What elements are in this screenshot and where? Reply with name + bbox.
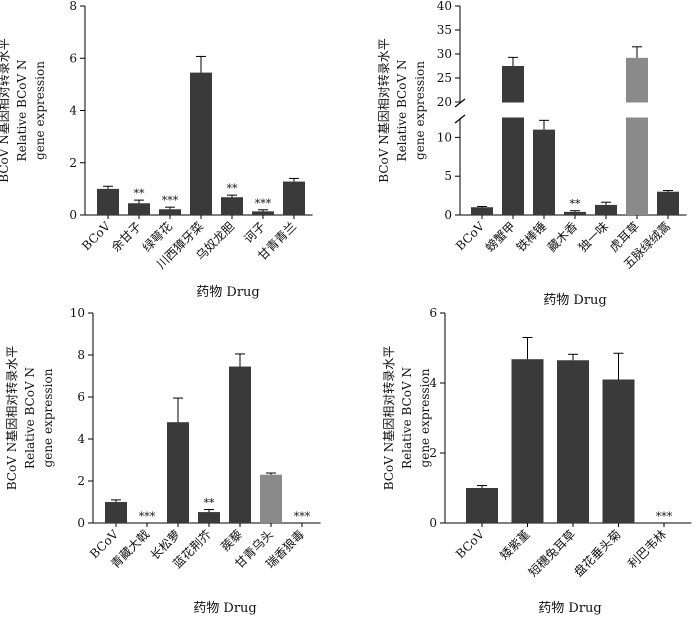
bar — [105, 502, 127, 523]
y-tick-label: 2 — [429, 446, 437, 460]
bar — [128, 203, 150, 215]
x-axis-label: 药物 Drug — [193, 601, 256, 616]
significance-label: ** — [570, 198, 582, 211]
significance-label: ** — [134, 187, 146, 200]
y-axis-label-line: gene expression — [33, 61, 47, 160]
y-axis-label-line: gene expression — [413, 61, 427, 160]
y-tick-label: 30 — [437, 47, 452, 61]
bar — [190, 72, 212, 216]
bar — [533, 129, 555, 215]
x-category-label: 螃蟹甲 — [482, 219, 518, 255]
x-category-label: 藏木香 — [545, 219, 580, 254]
y-tick-label: 8 — [69, 0, 77, 13]
y-tick-label: 8 — [77, 348, 85, 362]
y-axis-label-line: Relative BCoV N — [23, 367, 37, 469]
x-axis-label: 药物 Drug — [543, 293, 606, 308]
y-axis-label-line: Relative BCoV N — [395, 60, 409, 162]
y-tick-label: 0 — [429, 516, 437, 530]
y-axis-label-line: Relative BCoV N — [15, 60, 29, 162]
significance-label: *** — [255, 197, 272, 210]
y-axis-label-line: BCoV N基因相对转录水平 — [376, 38, 391, 182]
bar — [97, 188, 119, 215]
bar — [167, 422, 189, 523]
significance-label: *** — [294, 510, 311, 523]
x-category-label: 盘花垂头菊 — [571, 527, 624, 580]
y-tick-label: 5 — [444, 169, 452, 183]
significance-label: *** — [139, 510, 156, 523]
bar-break-gap — [501, 102, 525, 118]
x-category-label: 诃子 — [241, 219, 268, 246]
y-tick-label: 6 — [69, 51, 77, 65]
y-tick-label: 4 — [77, 432, 85, 446]
y-tick-label: 4 — [429, 376, 437, 390]
bar-break-gap — [625, 102, 649, 118]
y-axis-label-line: gene expression — [418, 368, 432, 467]
bar — [471, 207, 493, 215]
chart-panel-2: 05102025303540BCoV螃蟹甲铁棒锤**藏木香独一味虎耳草五脉绿绒蒿… — [376, 0, 687, 308]
significance-label: *** — [162, 194, 179, 207]
significance-label: ** — [204, 497, 216, 510]
y-tick-label: 10 — [70, 306, 85, 320]
y-tick-label: 35 — [437, 23, 452, 37]
bar — [283, 181, 305, 215]
y-axis-label-line: BCoV N基因相对转录水平 — [0, 38, 11, 182]
axis-break-mark-lower — [454, 114, 466, 124]
x-category-label: 独一味 — [576, 219, 611, 254]
x-category-label: 余甘子 — [108, 219, 144, 255]
y-tick-label: 10 — [437, 130, 452, 144]
y-tick-label: 6 — [429, 306, 437, 320]
bar — [252, 211, 274, 215]
bar — [198, 512, 220, 523]
y-tick-label: 4 — [69, 104, 77, 118]
x-axis-label: 药物 Drug — [538, 601, 601, 616]
y-axis-label-line: BCoV N基因相对转录水平 — [381, 346, 396, 490]
bar — [602, 379, 635, 523]
bar — [159, 209, 181, 215]
bar — [511, 359, 544, 523]
bar — [260, 474, 282, 523]
x-category-label: BCoV — [453, 527, 487, 561]
y-tick-label: 40 — [437, 0, 452, 13]
y-axis-label-line: gene expression — [41, 368, 55, 467]
y-tick-label: 20 — [437, 95, 452, 109]
y-tick-label: 2 — [77, 474, 85, 488]
x-category-label: 矮紫堇 — [497, 527, 532, 562]
x-category-label: 短穗兔耳草 — [525, 527, 578, 580]
bar — [626, 57, 648, 216]
x-axis-label: 药物 Drug — [196, 285, 259, 300]
chart-panel-1: 02468BCoV**余甘子***绿萼花川西獐牙菜**乌奴龙胆***诃子甘青青兰… — [0, 0, 313, 300]
bar — [466, 488, 498, 523]
bar — [557, 360, 589, 523]
y-axis-label-line: Relative BCoV N — [400, 367, 414, 469]
bar — [595, 204, 617, 215]
significance-label: ** — [227, 182, 239, 195]
bar — [564, 211, 586, 215]
bar — [229, 366, 251, 523]
y-tick-label: 0 — [444, 208, 452, 222]
x-category-label: BCoV — [453, 219, 487, 253]
y-tick-label: 0 — [77, 516, 85, 530]
x-category-label: 利巴韦林 — [625, 527, 669, 571]
y-axis-label-line: BCoV N基因相对转录水平 — [4, 346, 19, 490]
x-category-label: 蒺藜 — [218, 527, 245, 554]
x-category-label: 铁棒锤 — [513, 219, 549, 255]
axis-break-mark-upper — [454, 98, 466, 108]
y-tick-label: 25 — [437, 71, 452, 85]
y-tick-label: 0 — [69, 208, 77, 222]
significance-label: *** — [656, 510, 673, 523]
bar — [221, 197, 243, 215]
y-tick-label: 2 — [69, 156, 77, 170]
bar — [502, 66, 524, 215]
x-category-label: BCoV — [79, 219, 113, 253]
y-tick-label: 6 — [77, 390, 85, 404]
bar — [657, 191, 679, 215]
